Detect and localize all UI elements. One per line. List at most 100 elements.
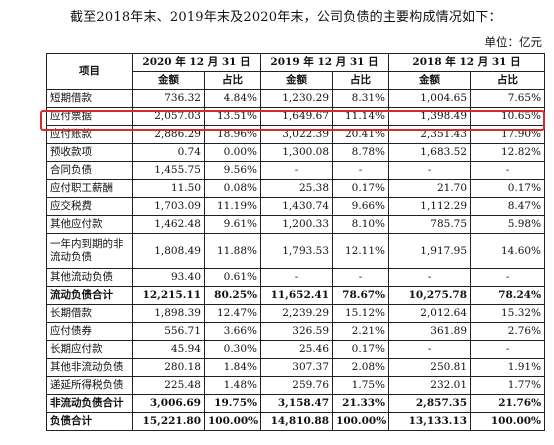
amount-cell: 1,917.95 (388, 233, 472, 269)
amount-cell: 21.70 (388, 179, 472, 198)
amount-cell: 1,649.67 (260, 107, 334, 126)
table-row: 长期借款 1,898.39 12.47% 2,239.29 15.12% 2,012.64… (46, 304, 546, 323)
sub-header-row: 金额 占比 金额 占比 金额 占比 (47, 71, 546, 90)
ratio-cell: 21.76% (470, 394, 546, 413)
amount-cell: 0.74 (132, 143, 205, 162)
row-label: 其他非流动负债 (46, 358, 133, 377)
amount-header: 金额 (388, 71, 472, 90)
ratio-cell: 21.33% (332, 394, 390, 413)
ratio-cell: - (470, 268, 546, 287)
amount-cell: 14,810.88 (260, 412, 334, 431)
row-label: 其他流动负债 (46, 268, 133, 287)
amount-cell: - (388, 161, 472, 180)
ratio-cell: 2.08% (332, 358, 390, 377)
ratio-cell: 5.98% (470, 215, 546, 234)
amount-cell: - (260, 161, 334, 180)
amount-cell: 785.75 (388, 215, 472, 234)
row-label: 其他应付款 (46, 215, 133, 234)
table-row: 应交税费 1,703.09 11.19% 1,430.74 9.66% 1,112.29 8… (46, 197, 546, 216)
ratio-cell: 0.30% (203, 340, 262, 359)
amount-cell: 10,275.78 (388, 286, 472, 305)
amount-cell: 1,898.39 (132, 304, 205, 323)
ratio-cell: 18.96% (203, 125, 262, 144)
amount-cell: 1,793.53 (260, 233, 334, 269)
table-row: 非流动负债合计 3,006.69 19.75% 3,158.47 21.33% 2,857… (46, 394, 546, 413)
amount-cell: 2,351.43 (388, 125, 472, 144)
amount-cell: 1,430.74 (260, 197, 334, 216)
amount-cell: 1,230.29 (260, 89, 334, 108)
amount-cell: 326.59 (260, 322, 334, 341)
intro-text: 截至2018年末、2019年末及2020年末，公司负债的主要构成情况如下： (70, 10, 502, 25)
ratio-cell: 0.08% (203, 179, 262, 198)
ratio-cell: 20.41% (332, 125, 390, 144)
ratio-cell: 100.00% (470, 412, 546, 431)
amount-cell: 361.89 (388, 322, 472, 341)
ratio-cell: 0.61% (203, 268, 262, 287)
ratio-cell: 10.65% (470, 107, 546, 126)
ratio-cell: 11.14% (332, 107, 390, 126)
table-row: 应付债券 556.71 3.66% 326.59 2.21% 361.89 2.76% (46, 322, 546, 341)
amount-cell: 250.81 (388, 358, 472, 377)
ratio-cell: 11.88% (203, 233, 262, 269)
ratio-cell: - (332, 268, 390, 287)
ratio-cell: 0.17% (470, 179, 546, 198)
ratio-cell: 15.32% (470, 304, 546, 323)
ratio-cell: 78.67% (332, 286, 390, 305)
ratio-cell: 15.12% (332, 304, 390, 323)
row-label-text: 一年内到期的非流动负债 (50, 238, 124, 263)
row-label: 应交税费 (46, 197, 133, 216)
table-row: 其他流动负债 93.40 0.61% - - - - (46, 268, 546, 287)
amount-cell: 2,239.29 (260, 304, 334, 323)
amount-cell: 13,133.13 (388, 412, 472, 431)
ratio-header: 占比 (203, 71, 262, 90)
row-label: 非流动负债合计 (46, 394, 133, 413)
amount-cell: 280.18 (132, 358, 205, 377)
amount-cell: 12,215.11 (132, 286, 205, 305)
amount-cell: 15,221.80 (132, 412, 205, 431)
item-header: 项目 (46, 53, 133, 90)
row-label: 递延所得税负债 (46, 376, 133, 395)
ratio-cell: 4.84% (203, 89, 262, 108)
amount-cell: 11,652.41 (260, 286, 334, 305)
row-label: 长期应付款 (46, 340, 133, 359)
amount-cell: 1,462.48 (132, 215, 205, 234)
table-row: 负债合计 15,221.80 100.00% 14,810.88 100.00% 13,1… (46, 412, 546, 431)
ratio-cell: 1.91% (470, 358, 546, 377)
row-label: 应付职工薪酬 (46, 179, 133, 198)
row-label: 流动负债合计 (46, 286, 133, 305)
ratio-cell: 100.00% (203, 412, 262, 431)
amount-cell: 2,857.35 (388, 394, 472, 413)
amount-cell: 45.94 (132, 340, 205, 359)
amount-cell: 1,112.29 (388, 197, 472, 216)
table-row: 合同负债 1,455.75 9.56% - - - - (46, 161, 546, 180)
table-row: 应付账款 2,886.29 18.96% 3,022.39 20.41% 2,351.43… (46, 125, 546, 144)
amount-cell: 225.48 (132, 376, 205, 395)
amount-cell: 736.32 (132, 89, 205, 108)
ratio-cell: 100.00% (332, 412, 390, 431)
row-label: 负债合计 (46, 412, 133, 431)
amount-cell: 556.71 (132, 322, 205, 341)
ratio-cell: 12.11% (332, 233, 390, 269)
ratio-cell: 0.17% (332, 179, 390, 198)
ratio-cell: 3.66% (203, 322, 262, 341)
amount-cell: 3,158.47 (260, 394, 334, 413)
row-label: 合同负债 (46, 161, 133, 180)
ratio-cell: 17.90% (470, 125, 546, 144)
row-label: 预收款项 (46, 143, 133, 162)
amount-cell: 1,300.08 (260, 143, 334, 162)
ratio-header: 占比 (332, 71, 390, 90)
amount-cell: 2,057.03 (132, 107, 205, 126)
amount-cell: 1,703.09 (132, 197, 205, 216)
amount-cell: 1,808.49 (132, 233, 205, 269)
amount-cell: 1,683.52 (388, 143, 472, 162)
amount-cell: 3,006.69 (132, 394, 205, 413)
ratio-cell: 8.10% (332, 215, 390, 234)
table-row: 一年内到期的非流动负债 1,808.49 11.88% 1,793.53 12.11% 1… (46, 233, 546, 269)
amount-cell: 2,886.29 (132, 125, 205, 144)
ratio-cell: 9.56% (203, 161, 262, 180)
ratio-cell: 0.00% (203, 143, 262, 162)
amount-cell: 1,398.49 (388, 107, 472, 126)
amount-cell: 232.01 (388, 376, 472, 395)
ratio-cell: 8.78% (332, 143, 390, 162)
row-label: 一年内到期的非流动负债 (46, 233, 133, 269)
